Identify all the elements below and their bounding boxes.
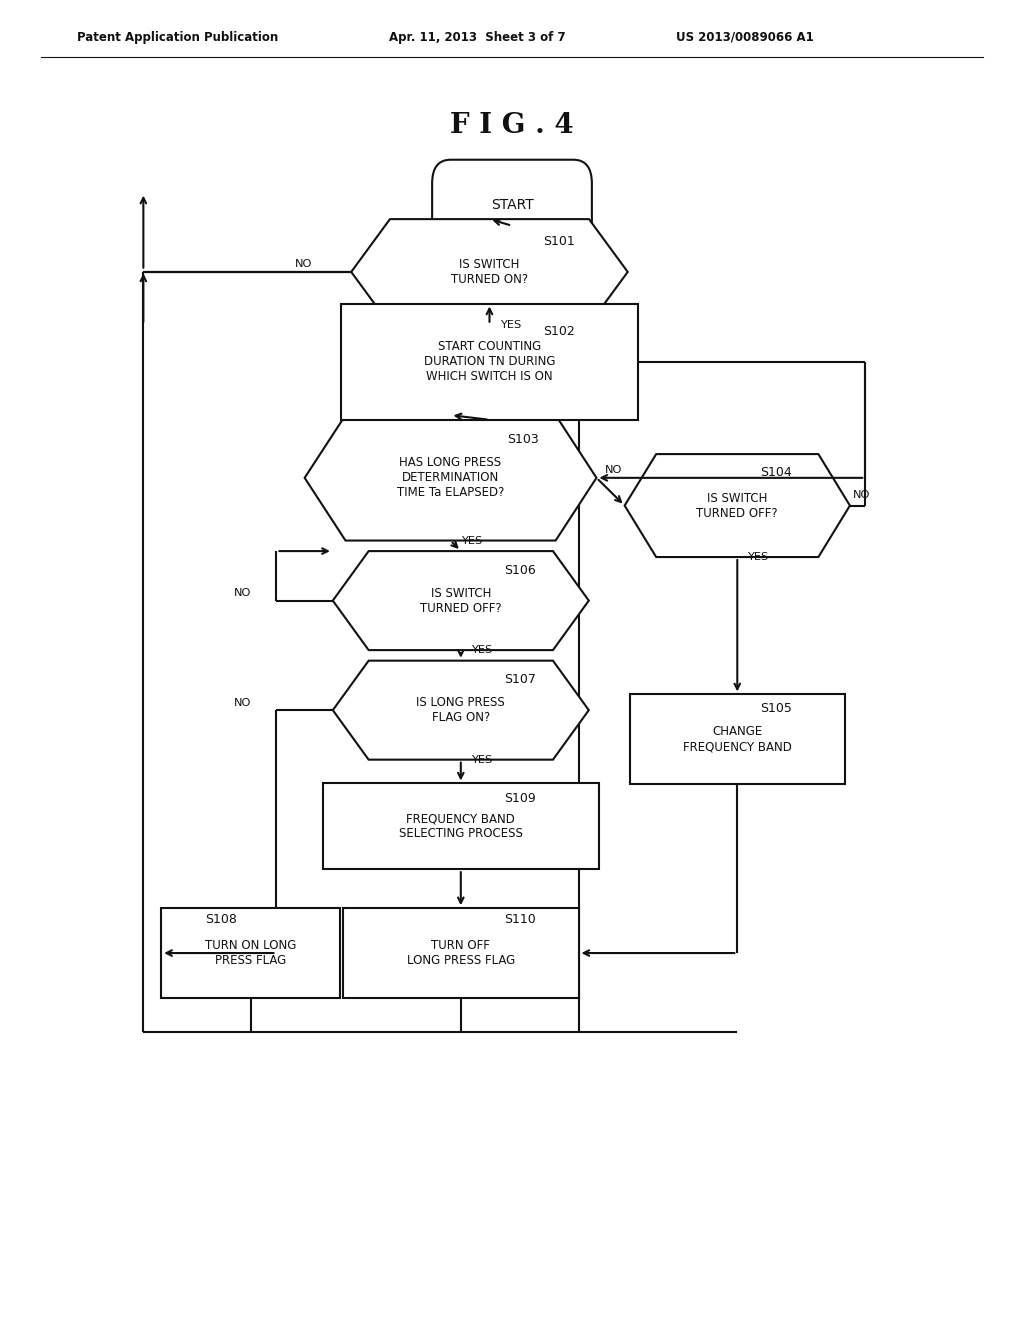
Text: F I G . 4: F I G . 4 xyxy=(451,112,573,139)
Text: US 2013/0089066 A1: US 2013/0089066 A1 xyxy=(676,30,814,44)
Text: S110: S110 xyxy=(504,913,536,927)
Text: S102: S102 xyxy=(543,325,574,338)
Text: YES: YES xyxy=(461,536,482,546)
Text: TURN ON LONG
PRESS FLAG: TURN ON LONG PRESS FLAG xyxy=(205,939,297,968)
Text: IS SWITCH
TURNED OFF?: IS SWITCH TURNED OFF? xyxy=(420,586,502,615)
Bar xyxy=(323,783,599,869)
Text: CHANGE
FREQUENCY BAND: CHANGE FREQUENCY BAND xyxy=(683,725,792,754)
Text: START COUNTING
DURATION TN DURING
WHICH SWITCH IS ON: START COUNTING DURATION TN DURING WHICH … xyxy=(424,341,555,383)
Text: Patent Application Publication: Patent Application Publication xyxy=(77,30,279,44)
Polygon shape xyxy=(305,414,596,541)
Text: S104: S104 xyxy=(760,466,792,479)
Text: YES: YES xyxy=(471,645,493,655)
Text: S109: S109 xyxy=(504,792,536,805)
Bar xyxy=(162,908,340,998)
Text: YES: YES xyxy=(748,552,769,562)
Text: NO: NO xyxy=(604,465,622,475)
Text: S107: S107 xyxy=(504,673,536,686)
Text: HAS LONG PRESS
DETERMINATION
TIME Ta ELAPSED?: HAS LONG PRESS DETERMINATION TIME Ta ELA… xyxy=(397,457,504,499)
Text: S103: S103 xyxy=(507,433,539,446)
Polygon shape xyxy=(351,219,628,325)
Text: IS LONG PRESS
FLAG ON?: IS LONG PRESS FLAG ON? xyxy=(417,696,505,725)
Polygon shape xyxy=(625,454,850,557)
Text: S101: S101 xyxy=(543,235,574,248)
Text: NO: NO xyxy=(233,697,251,708)
Bar xyxy=(630,694,845,784)
Text: NO: NO xyxy=(295,259,312,269)
Polygon shape xyxy=(333,660,589,759)
Polygon shape xyxy=(333,552,589,649)
Text: START: START xyxy=(490,198,534,211)
Text: S108: S108 xyxy=(205,913,237,927)
Text: NO: NO xyxy=(853,490,870,500)
Text: S105: S105 xyxy=(760,702,792,715)
Text: NO: NO xyxy=(233,587,251,598)
FancyBboxPatch shape xyxy=(432,160,592,249)
Text: FREQUENCY BAND
SELECTING PROCESS: FREQUENCY BAND SELECTING PROCESS xyxy=(399,812,522,841)
Text: S106: S106 xyxy=(504,564,536,577)
Text: YES: YES xyxy=(500,319,521,330)
Text: TURN OFF
LONG PRESS FLAG: TURN OFF LONG PRESS FLAG xyxy=(407,939,515,968)
Bar xyxy=(343,908,579,998)
Text: YES: YES xyxy=(471,755,493,764)
Text: Apr. 11, 2013  Sheet 3 of 7: Apr. 11, 2013 Sheet 3 of 7 xyxy=(389,30,565,44)
Bar xyxy=(341,304,638,420)
Text: IS SWITCH
TURNED ON?: IS SWITCH TURNED ON? xyxy=(451,257,528,286)
Text: IS SWITCH
TURNED OFF?: IS SWITCH TURNED OFF? xyxy=(696,491,778,520)
